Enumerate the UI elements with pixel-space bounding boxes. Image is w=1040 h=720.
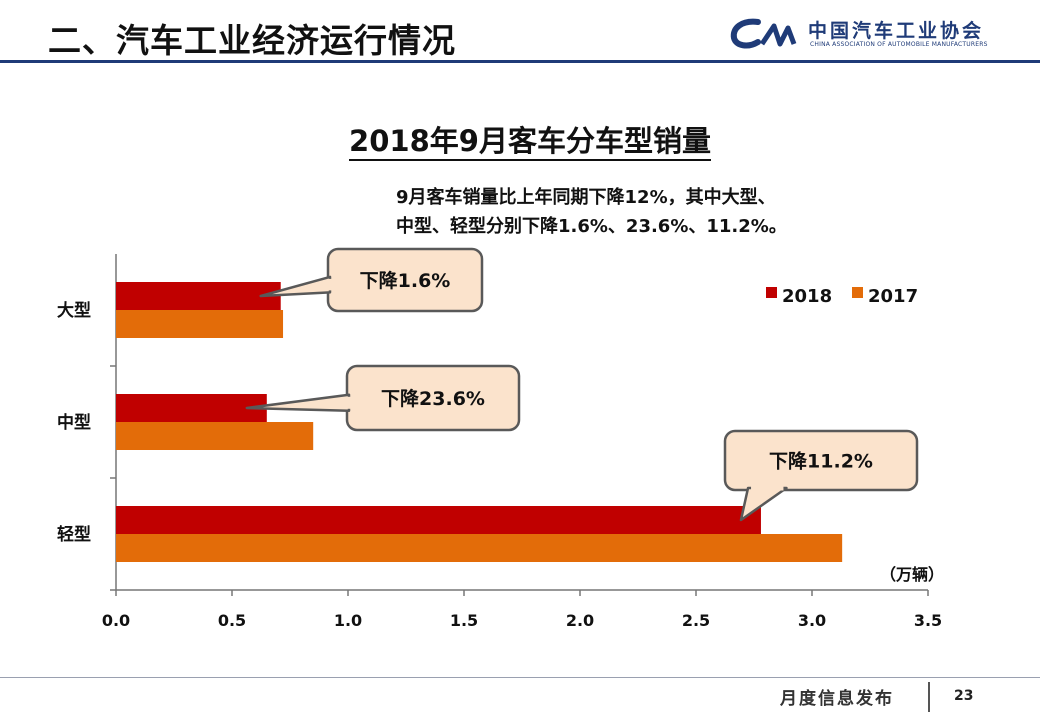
bar-2017 — [116, 422, 314, 450]
footer-rule — [0, 677, 1040, 678]
cam-logo-icon — [730, 18, 797, 49]
callout-text: 下降1.6% — [360, 269, 451, 292]
x-tick-label: 0.5 — [218, 611, 246, 630]
x-tick-label: 1.0 — [334, 611, 362, 630]
legend-swatch-2018 — [766, 287, 777, 298]
x-tick-label: 3.0 — [798, 611, 826, 630]
x-tick-label: 3.5 — [914, 611, 942, 630]
category-label: 中型 — [57, 412, 91, 433]
footer-separator — [928, 682, 930, 712]
bar-2017 — [116, 534, 843, 562]
legend-label-2018: 2018 — [782, 286, 832, 307]
callout-text: 下降23.6% — [381, 387, 485, 410]
page-number: 23 — [954, 688, 974, 704]
summary-note-line-1: 9月客车销量比上年同期下降12%，其中大型、 — [396, 187, 776, 208]
category-label: 大型 — [57, 300, 91, 321]
legend-swatch-2017 — [852, 287, 863, 298]
summary-note: 9月客车销量比上年同期下降12%，其中大型、 中型、轻型分别下降1.6%、23.… — [396, 183, 787, 241]
header-rule — [0, 60, 1040, 63]
page-title: 二、汽车工业经济运行情况 — [48, 21, 456, 60]
bar-2017 — [116, 310, 284, 338]
summary-note-line-2: 中型、轻型分别下降1.6%、23.6%、11.2%。 — [396, 216, 787, 237]
bar-2018 — [116, 394, 267, 422]
category-label: 轻型 — [57, 524, 91, 545]
x-tick-label: 0.0 — [102, 611, 130, 630]
bar-2018 — [116, 506, 761, 534]
bar-2018 — [116, 282, 281, 310]
x-tick-label: 1.5 — [450, 611, 478, 630]
association-logo: 中国汽车工业协会 CHINA ASSOCIATION OF AUTOMOBILE… — [728, 14, 1018, 54]
footer-text: 月度信息发布 — [780, 689, 894, 709]
legend-label-2017: 2017 — [868, 286, 918, 307]
callout-text: 下降11.2% — [769, 450, 873, 473]
chart-title: 2018年9月客车分车型销量 — [0, 118, 1040, 161]
logo-name-cn: 中国汽车工业协会 — [808, 20, 985, 42]
callout-pointer — [739, 486, 788, 522]
callout-box — [723, 429, 919, 492]
x-tick-label: 2.0 — [566, 611, 594, 630]
logo-name-en: CHINA ASSOCIATION OF AUTOMOBILE MANUFACT… — [810, 41, 988, 48]
unit-label: （万辆） — [880, 565, 944, 584]
x-tick-label: 2.5 — [682, 611, 710, 630]
